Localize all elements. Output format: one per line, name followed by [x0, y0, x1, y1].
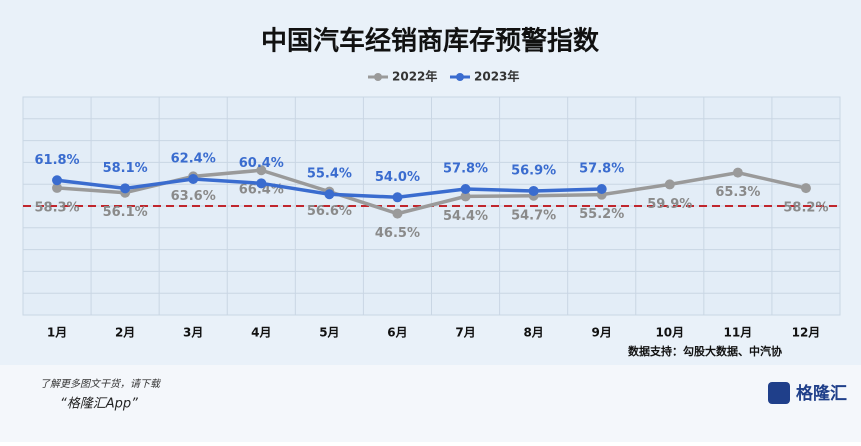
- point: [596, 183, 607, 194]
- footer-background: [0, 365, 861, 442]
- point: [460, 191, 471, 202]
- legend-marker: [456, 73, 464, 81]
- point: [120, 183, 131, 194]
- x-tick-label: 6月: [387, 326, 407, 340]
- data-label: 63.6%: [171, 189, 216, 204]
- x-tick-label: 3月: [183, 326, 203, 340]
- x-tick-label: 1月: [47, 326, 67, 340]
- point: [528, 185, 539, 196]
- point: [256, 178, 267, 189]
- data-label: 58.2%: [783, 201, 828, 216]
- data-label: 56.1%: [103, 205, 148, 220]
- x-tick-label: 12月: [792, 326, 821, 340]
- legend-label: 2023年: [474, 69, 519, 84]
- logo-text: 格隆汇: [796, 383, 847, 404]
- point: [800, 183, 811, 194]
- legend-label: 2022年: [392, 69, 437, 84]
- data-label: 54.7%: [511, 208, 556, 223]
- point: [324, 189, 335, 200]
- source: 数据支持：勾股大数据、中汽协: [628, 344, 782, 358]
- point: [52, 182, 63, 193]
- x-tick-label: 4月: [251, 326, 271, 340]
- data-label: 57.8%: [579, 161, 624, 176]
- data-label: 56.9%: [511, 163, 556, 178]
- data-label: 62.4%: [171, 151, 216, 166]
- data-label: 56.6%: [307, 204, 352, 219]
- data-label: 60.4%: [239, 156, 284, 171]
- point: [256, 165, 267, 176]
- data-label: 55.2%: [579, 207, 624, 222]
- x-tick-label: 7月: [455, 326, 475, 340]
- data-label: 58.3%: [34, 200, 79, 215]
- logo-icon: [768, 382, 790, 404]
- x-tick-label: 5月: [319, 326, 339, 340]
- x-tick-label: 11月: [724, 326, 753, 340]
- footer-app: “格隆汇App”: [60, 397, 138, 412]
- point: [392, 192, 403, 203]
- x-tick-label: 8月: [523, 326, 543, 340]
- data-label: 57.8%: [443, 161, 488, 176]
- data-label: 58.1%: [103, 161, 148, 176]
- data-label: 61.8%: [34, 153, 79, 168]
- point: [52, 175, 63, 186]
- x-tick-label: 2月: [115, 326, 135, 340]
- point: [732, 167, 743, 178]
- point: [392, 208, 403, 219]
- data-label: 46.5%: [375, 226, 420, 241]
- data-label: 54.0%: [375, 170, 420, 185]
- point: [460, 183, 471, 194]
- chart-title: 中国汽车经销商库存预警指数: [261, 26, 600, 57]
- data-label: 54.4%: [443, 209, 488, 224]
- data-label: 65.3%: [715, 185, 760, 200]
- legend-marker: [374, 73, 382, 81]
- data-label: 59.9%: [647, 197, 692, 212]
- x-tick-label: 9月: [592, 326, 612, 340]
- point: [188, 173, 199, 184]
- data-label: 55.4%: [307, 167, 352, 182]
- point: [664, 179, 675, 190]
- x-tick-label: 10月: [655, 326, 684, 340]
- footer-note: 了解更多图文干货，请下载: [40, 378, 162, 390]
